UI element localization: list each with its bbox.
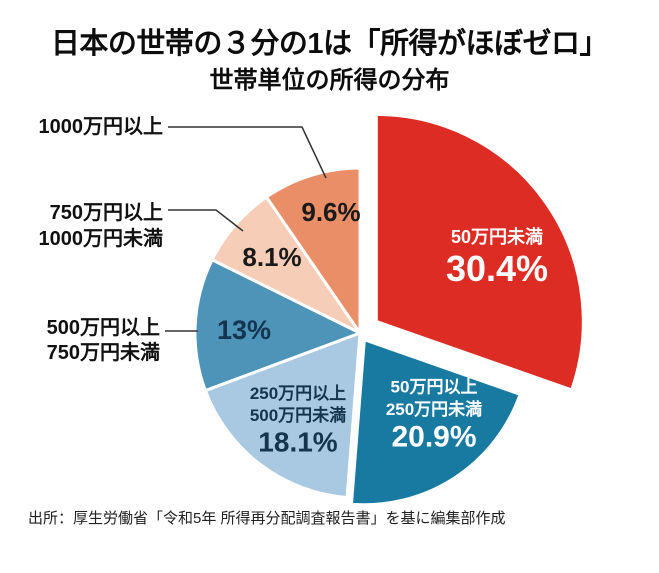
- slice-name-label-2: 250万円以上: [250, 384, 346, 403]
- slice-pct-label-3: 13%: [217, 315, 271, 345]
- slice-name-label-2: 500万円未満: [250, 405, 346, 425]
- leader-line-0: [168, 126, 327, 179]
- outside-label-1-line-1: 1000万円未満: [39, 227, 164, 250]
- source-note: 出所：厚生労働省「令和5年 所得再分配調査報告書」を基に編集部作成: [28, 510, 506, 527]
- slice-pct-label-5: 9.6%: [301, 197, 360, 227]
- outside-label-0-line-0: 1000万円以上: [39, 115, 164, 138]
- outside-label-2-line-0: 500万円以上: [47, 316, 160, 339]
- slice-name-label-1: 50万円以上: [391, 378, 478, 397]
- chart-subtitle: 世帯単位の所得の分布: [209, 67, 450, 94]
- leader-line-1: [168, 209, 244, 232]
- slice-pct-label-4: 8.1%: [242, 242, 301, 272]
- pie-slice-2: [203, 331, 362, 499]
- pie-slice-3: [193, 258, 362, 393]
- outside-label-1-line-0: 750万円以上: [50, 201, 163, 224]
- pie-slice-5: [264, 166, 362, 335]
- page-title: 日本の世帯の３分の1は「所得がほぼゼロ」: [50, 28, 609, 60]
- slice-pct-label-1: 20.9%: [391, 421, 476, 454]
- pie-slice-1: [349, 338, 522, 507]
- slice-name-label-1: 250万円未満: [386, 399, 482, 419]
- slice-name-label-0: 50万円未満: [451, 226, 543, 247]
- pie-slice-0: [374, 112, 585, 392]
- outside-label-2-line-1: 750万円未満: [47, 341, 160, 364]
- slice-pct-label-2: 18.1%: [258, 427, 337, 458]
- slice-pct-label-0: 30.4%: [446, 248, 548, 289]
